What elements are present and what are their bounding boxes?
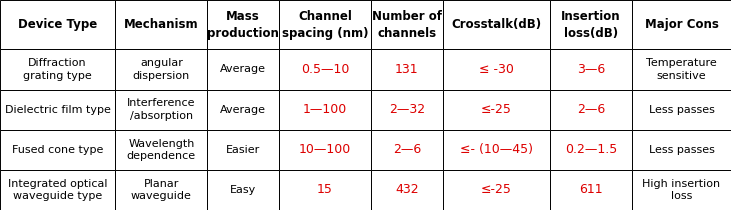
Text: 611: 611 <box>579 183 603 196</box>
Text: 2—32: 2—32 <box>389 103 425 116</box>
Text: Device Type: Device Type <box>18 18 97 31</box>
Bar <box>632 49 731 89</box>
Text: 2—6: 2—6 <box>393 143 421 156</box>
Text: Less passes: Less passes <box>648 105 714 115</box>
Text: Crosstalk(dB): Crosstalk(dB) <box>451 18 542 31</box>
Text: Easy: Easy <box>230 185 257 195</box>
Bar <box>443 170 550 210</box>
Text: ≤ -30: ≤ -30 <box>479 63 514 76</box>
Text: Channel
spacing (nm): Channel spacing (nm) <box>281 10 368 40</box>
Bar <box>279 170 371 210</box>
Bar <box>208 130 279 170</box>
Bar <box>443 0 550 49</box>
Bar <box>443 130 550 170</box>
Text: 0.2—1.5: 0.2—1.5 <box>565 143 617 156</box>
Bar <box>632 170 731 210</box>
Text: Fused cone type: Fused cone type <box>12 145 103 155</box>
Bar <box>115 0 208 49</box>
Text: Diffraction
grating type: Diffraction grating type <box>23 58 92 81</box>
Text: Dielectric film type: Dielectric film type <box>4 105 110 115</box>
Text: Mass
production: Mass production <box>207 10 279 40</box>
Bar <box>550 49 632 89</box>
Bar <box>371 0 443 49</box>
Text: Insertion
loss(dB): Insertion loss(dB) <box>561 10 621 40</box>
Text: Number of
channels: Number of channels <box>372 10 442 40</box>
Bar <box>208 89 279 130</box>
Bar <box>550 89 632 130</box>
Text: Less passes: Less passes <box>648 145 714 155</box>
Bar <box>208 49 279 89</box>
Bar <box>279 49 371 89</box>
Text: 15: 15 <box>317 183 333 196</box>
Bar <box>371 89 443 130</box>
Bar <box>279 0 371 49</box>
Bar <box>550 130 632 170</box>
Text: Average: Average <box>220 105 266 115</box>
Text: 2—6: 2—6 <box>577 103 605 116</box>
Text: ≤-25: ≤-25 <box>481 183 512 196</box>
Bar <box>443 49 550 89</box>
Bar <box>0 0 115 49</box>
Bar <box>632 130 731 170</box>
Bar <box>632 0 731 49</box>
Bar <box>0 49 115 89</box>
Text: 10—100: 10—100 <box>299 143 351 156</box>
Bar <box>632 89 731 130</box>
Bar <box>0 89 115 130</box>
Bar <box>279 130 371 170</box>
Bar <box>115 170 208 210</box>
Text: Planar
waveguide: Planar waveguide <box>131 179 192 201</box>
Text: ≤-25: ≤-25 <box>481 103 512 116</box>
Bar <box>279 89 371 130</box>
Text: Temperature
sensitive: Temperature sensitive <box>646 58 717 81</box>
Text: ≤- (10—45): ≤- (10—45) <box>460 143 533 156</box>
Bar <box>0 130 115 170</box>
Text: Interference
/absorption: Interference /absorption <box>127 98 196 121</box>
Text: 0.5—10: 0.5—10 <box>300 63 349 76</box>
Bar <box>550 0 632 49</box>
Text: 3—6: 3—6 <box>577 63 605 76</box>
Text: 131: 131 <box>395 63 419 76</box>
Text: Integrated optical
waveguide type: Integrated optical waveguide type <box>8 179 107 201</box>
Text: 432: 432 <box>395 183 419 196</box>
Text: Mechanism: Mechanism <box>124 18 199 31</box>
Bar <box>208 0 279 49</box>
Text: High insertion
loss: High insertion loss <box>643 179 721 201</box>
Bar <box>443 89 550 130</box>
Text: angular
dispersion: angular dispersion <box>133 58 190 81</box>
Bar <box>115 49 208 89</box>
Bar <box>115 89 208 130</box>
Bar <box>208 170 279 210</box>
Bar <box>371 130 443 170</box>
Text: Major Cons: Major Cons <box>645 18 719 31</box>
Text: Wavelength
dependence: Wavelength dependence <box>126 139 196 161</box>
Bar <box>115 130 208 170</box>
Bar <box>0 170 115 210</box>
Bar <box>371 170 443 210</box>
Text: Average: Average <box>220 64 266 74</box>
Bar <box>371 49 443 89</box>
Text: Easier: Easier <box>226 145 260 155</box>
Bar <box>550 170 632 210</box>
Text: 1—100: 1—100 <box>303 103 347 116</box>
